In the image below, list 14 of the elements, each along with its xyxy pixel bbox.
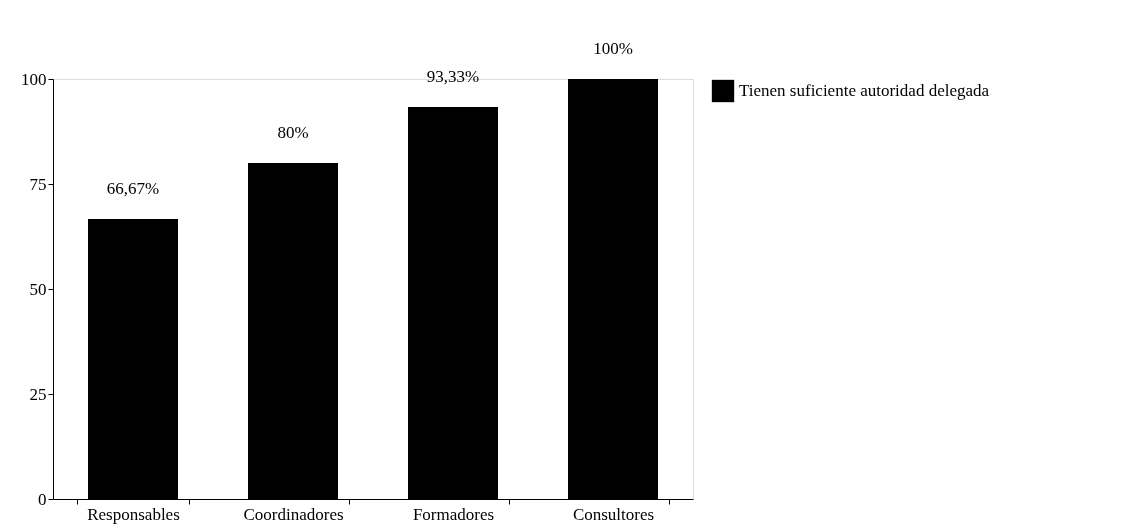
data-label: 80% — [277, 123, 309, 142]
data-label: 66,67% — [106, 178, 160, 198]
y-tick-label: 100 — [21, 69, 47, 89]
data-label: 100% — [593, 39, 633, 58]
x-tick-label: Coordinadores — [243, 504, 344, 524]
y-tick-label: 25 — [29, 384, 47, 404]
x-tick-label: Responsables — [87, 504, 180, 524]
x-tick-label: Consultores — [572, 504, 655, 524]
legend-label: Tienen suficiente autoridad delegada — [739, 81, 990, 100]
y-tick-label: 0 — [38, 489, 47, 509]
x-tick-label: Formadores — [412, 504, 495, 524]
y-tick-label: 50 — [29, 279, 47, 299]
y-tick-label: 75 — [29, 174, 47, 194]
data-label: 93,33% — [426, 67, 480, 87]
